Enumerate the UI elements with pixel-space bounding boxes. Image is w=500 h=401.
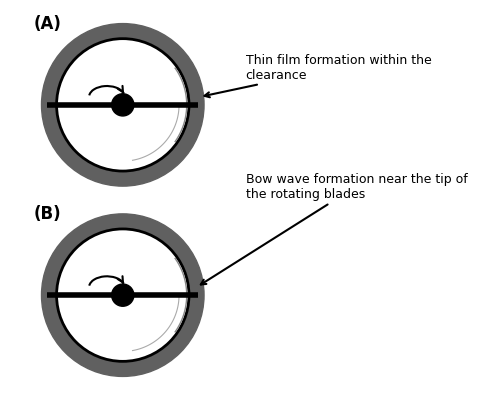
Text: Bow wave formation near the tip of
the rotating blades: Bow wave formation near the tip of the r… bbox=[201, 173, 468, 285]
Circle shape bbox=[42, 215, 204, 377]
Text: (A): (A) bbox=[34, 14, 62, 32]
Text: (B): (B) bbox=[34, 205, 61, 223]
Circle shape bbox=[42, 24, 204, 186]
Text: Thin film formation within the
clearance: Thin film formation within the clearance bbox=[204, 54, 432, 98]
Circle shape bbox=[56, 229, 189, 361]
Circle shape bbox=[112, 95, 134, 117]
Circle shape bbox=[56, 40, 189, 172]
Circle shape bbox=[112, 284, 134, 306]
